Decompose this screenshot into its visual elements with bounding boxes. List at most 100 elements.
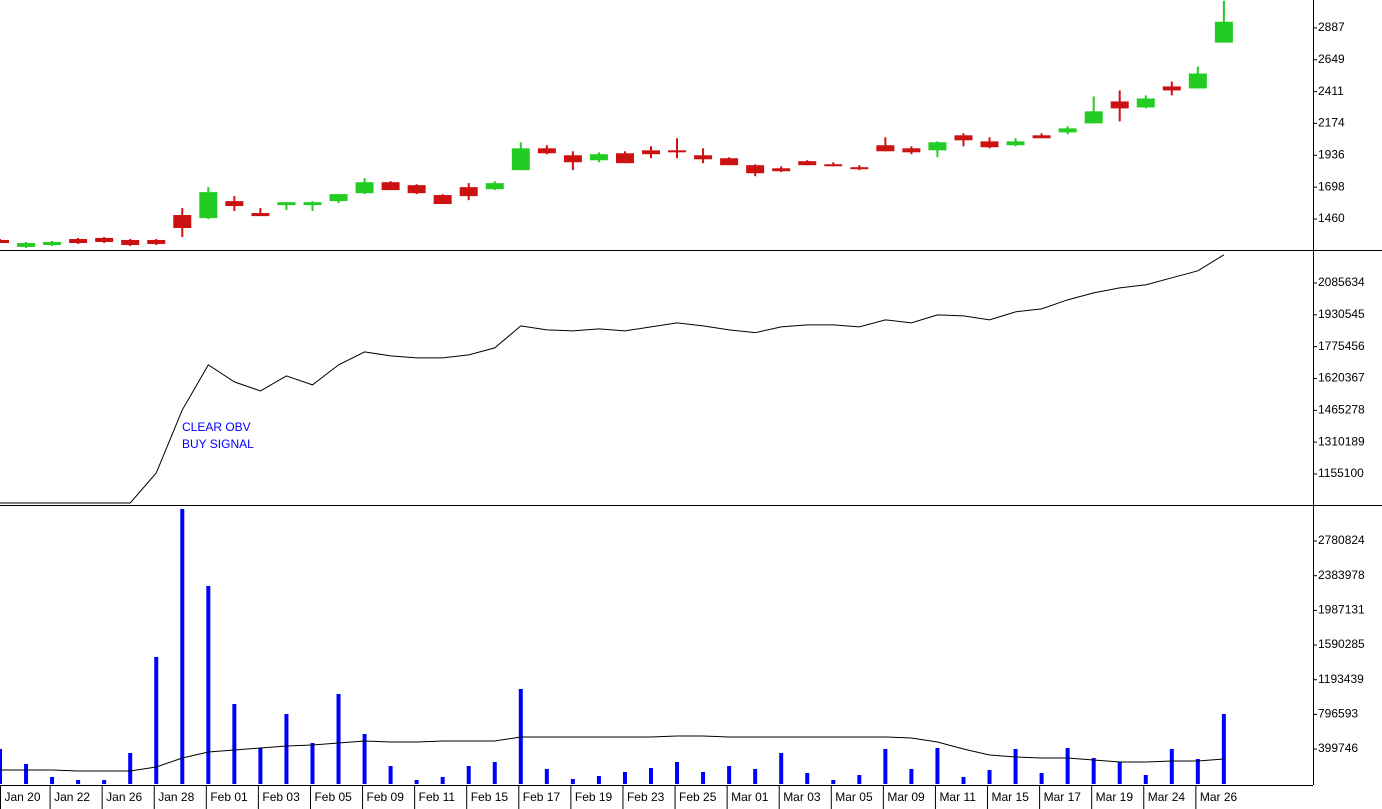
y-tick-label: 2780824 xyxy=(1318,533,1365,547)
volume-bar xyxy=(0,748,2,784)
volume-bar xyxy=(961,776,966,784)
volume-bar xyxy=(336,693,341,784)
candle-body xyxy=(1058,128,1077,133)
candle-body xyxy=(1084,111,1103,124)
candle-body xyxy=(589,154,608,161)
candle-body xyxy=(511,148,530,171)
candle-body xyxy=(1110,101,1129,109)
y-tick-label: 1465278 xyxy=(1318,402,1365,416)
volume-bar xyxy=(1195,758,1200,784)
volume-bar xyxy=(1221,713,1226,784)
volume-average-line xyxy=(0,735,1224,772)
candle-body xyxy=(251,213,270,217)
x-tick-label: Mar 03 xyxy=(783,790,821,804)
volume-bar xyxy=(206,585,211,784)
x-tick-label: Feb 05 xyxy=(314,790,352,804)
volume-bar xyxy=(544,768,549,784)
annotation: BUY SIGNAL xyxy=(182,437,254,451)
volume-bar xyxy=(466,765,471,784)
candle-body xyxy=(173,215,192,229)
y-tick-label: 2649 xyxy=(1318,52,1345,66)
candle-body xyxy=(17,243,36,247)
candle-body xyxy=(928,142,947,151)
y-tick-label: 2411 xyxy=(1318,84,1344,98)
candle-body xyxy=(746,165,765,174)
y-tick-label: 1193439 xyxy=(1318,672,1364,686)
y-tick-label: 2174 xyxy=(1318,116,1345,130)
volume-bar xyxy=(909,768,914,784)
volume-bar xyxy=(24,763,29,784)
volume-bar xyxy=(128,752,133,784)
x-tick-label: Feb 15 xyxy=(471,790,509,804)
candle-body xyxy=(615,153,634,164)
volume-bar xyxy=(362,733,367,784)
volume-bar xyxy=(779,752,784,784)
candle-body xyxy=(980,141,999,148)
candle-body xyxy=(225,201,244,207)
volume-bar xyxy=(1013,748,1018,784)
candle-body xyxy=(485,183,504,190)
candle-body xyxy=(954,135,973,141)
candle-body xyxy=(407,185,426,194)
candle-body xyxy=(43,241,62,246)
candle-body xyxy=(876,145,895,152)
candle-body xyxy=(1188,73,1207,89)
y-tick-label: 399746 xyxy=(1318,741,1358,755)
volume-bar xyxy=(180,508,185,784)
candle-body xyxy=(720,158,739,166)
y-tick-label: 1155100 xyxy=(1318,466,1364,480)
candle-body xyxy=(381,182,400,191)
y-tick-label: 2085634 xyxy=(1318,275,1365,289)
y-tick-label: 1936 xyxy=(1318,147,1345,161)
volume-bar xyxy=(570,778,575,784)
volume-bar xyxy=(622,771,627,784)
candle-body xyxy=(850,167,869,170)
candle-body xyxy=(668,150,687,153)
candle-body xyxy=(1006,141,1025,146)
candle-body xyxy=(772,168,791,172)
candle-body xyxy=(563,155,582,163)
x-tick-label: Feb 03 xyxy=(262,790,300,804)
candle-body xyxy=(95,237,114,242)
volume-bar xyxy=(310,742,315,784)
volume-bar xyxy=(1117,761,1122,784)
candle-body xyxy=(121,239,140,246)
x-tick-label: Mar 05 xyxy=(835,790,873,804)
candle-body xyxy=(459,187,478,197)
y-tick-label: 1930545 xyxy=(1318,307,1365,321)
x-tick-label: Feb 01 xyxy=(210,790,248,804)
x-tick-label: Mar 19 xyxy=(1096,790,1134,804)
candle-body xyxy=(0,239,9,244)
volume-bar xyxy=(805,772,810,784)
y-tick-label: 1460 xyxy=(1318,211,1345,225)
candle-body xyxy=(433,195,452,205)
candle-body xyxy=(798,161,817,166)
y-tick-label: 796593 xyxy=(1318,707,1358,721)
x-tick-label: Mar 26 xyxy=(1200,790,1238,804)
x-tick-label: Mar 24 xyxy=(1148,790,1186,804)
y-tick-label: 1310189 xyxy=(1318,434,1365,448)
x-tick-label: Feb 09 xyxy=(367,790,405,804)
candle-body xyxy=(303,202,322,206)
candle-body xyxy=(694,155,713,160)
volume-bar xyxy=(102,779,107,784)
candle-body xyxy=(355,182,374,194)
candle-body xyxy=(642,150,660,155)
y-tick-label: 1590285 xyxy=(1318,637,1365,651)
volume-bar xyxy=(1091,757,1096,784)
volume-bar xyxy=(831,779,836,784)
volume-bar xyxy=(76,779,81,784)
volume-bar xyxy=(701,771,706,784)
volume-bar xyxy=(1039,772,1044,784)
candle-body xyxy=(199,192,218,219)
x-tick-label: Mar 09 xyxy=(887,790,925,804)
volume-bar xyxy=(492,761,497,784)
volume-bar xyxy=(649,767,653,784)
x-tick-label: Jan 26 xyxy=(106,790,142,804)
volume-bar xyxy=(518,688,523,784)
volume-bar xyxy=(857,774,862,784)
x-tick-label: Feb 19 xyxy=(575,790,613,804)
y-tick-label: 1987131 xyxy=(1318,603,1365,617)
volume-bar xyxy=(258,747,263,784)
